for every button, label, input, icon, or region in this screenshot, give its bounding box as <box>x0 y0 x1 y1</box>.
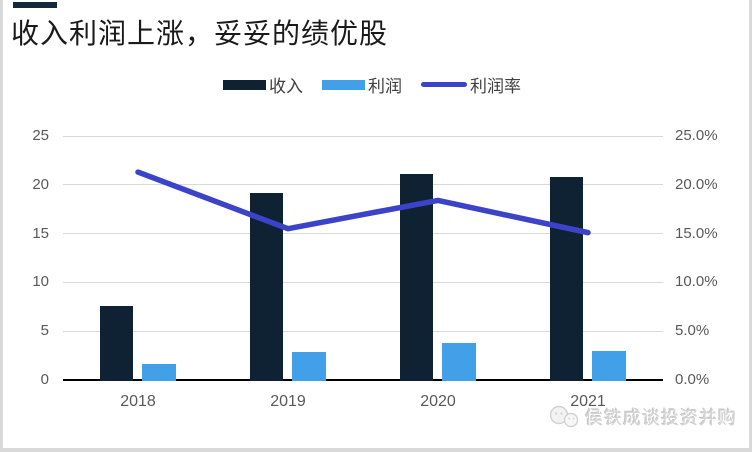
legend-swatch-profit <box>322 79 365 90</box>
legend-label-margin: 利润率 <box>470 77 521 96</box>
chart-legend: 收入 利润 利润率 <box>223 72 521 97</box>
gridline <box>63 233 663 235</box>
y-axis-tick-label-right: 5.0% <box>675 322 710 340</box>
y-axis-tick-label-right: 20.0% <box>675 175 718 193</box>
y-axis-tick-label-right: 15.0% <box>675 224 718 242</box>
profit-bar <box>292 351 326 381</box>
gridline <box>63 184 663 186</box>
y-axis-tick-label-left: 0 <box>40 371 49 388</box>
watermark-text: 侯铁成谈投资并购 <box>585 408 737 428</box>
title-accent-bar <box>13 2 57 8</box>
margin-line-series <box>135 169 591 236</box>
profit-bar <box>142 364 176 381</box>
x-axis-tick-label: 2020 <box>420 393 456 410</box>
gridline <box>63 281 663 283</box>
profit-bar <box>592 350 626 381</box>
y-axis-tick-label-left: 15 <box>32 224 49 242</box>
legend-swatch-margin-line <box>421 82 467 87</box>
x-axis-tick-label: 2021 <box>570 393 606 410</box>
wechat-icon <box>549 405 579 428</box>
y-axis-tick-label-left: 20 <box>32 175 49 193</box>
legend-label-revenue: 收入 <box>269 77 303 96</box>
y-axis-tick-label-right: 25.0% <box>675 127 718 144</box>
y-axis-tick-label-left: 10 <box>32 273 49 291</box>
legend-item-margin: 利润率 <box>421 72 521 97</box>
y-axis-tick-label-left: 25 <box>32 127 49 144</box>
slide-canvas: 收入利润上涨，妥妥的绩优股 收入 利润 利润率 0 0.0% 5 5.0% 10 10.0… <box>3 0 749 448</box>
y-axis-tick-label-left: 5 <box>40 322 49 340</box>
legend-item-profit: 利润 <box>322 72 402 97</box>
legend-item-revenue: 收入 <box>223 72 303 97</box>
legend-swatch-revenue <box>223 79 266 90</box>
gridline <box>63 135 663 137</box>
revenue-bar <box>100 305 133 381</box>
y-axis-tick-label-right: 10.0% <box>675 273 718 291</box>
x-axis-line <box>63 379 663 381</box>
chart-title: 收入利润上涨，妥妥的绩优股 <box>11 18 389 49</box>
x-axis-tick-label: 2019 <box>270 393 306 410</box>
y-axis-tick-label-right: 0.0% <box>675 371 710 388</box>
legend-label-profit: 利润 <box>368 77 402 96</box>
gridline <box>63 330 663 332</box>
watermark: 侯铁成谈投资并购 <box>547 404 737 430</box>
x-axis-tick-label: 2018 <box>120 393 156 410</box>
profit-bar <box>442 342 476 381</box>
revenue-bar <box>550 177 583 381</box>
plot-area: 0 0.0% 5 5.0% 10 10.0% 15 15.0% 20 20.0% 25 25.0% 20… <box>32 127 717 410</box>
